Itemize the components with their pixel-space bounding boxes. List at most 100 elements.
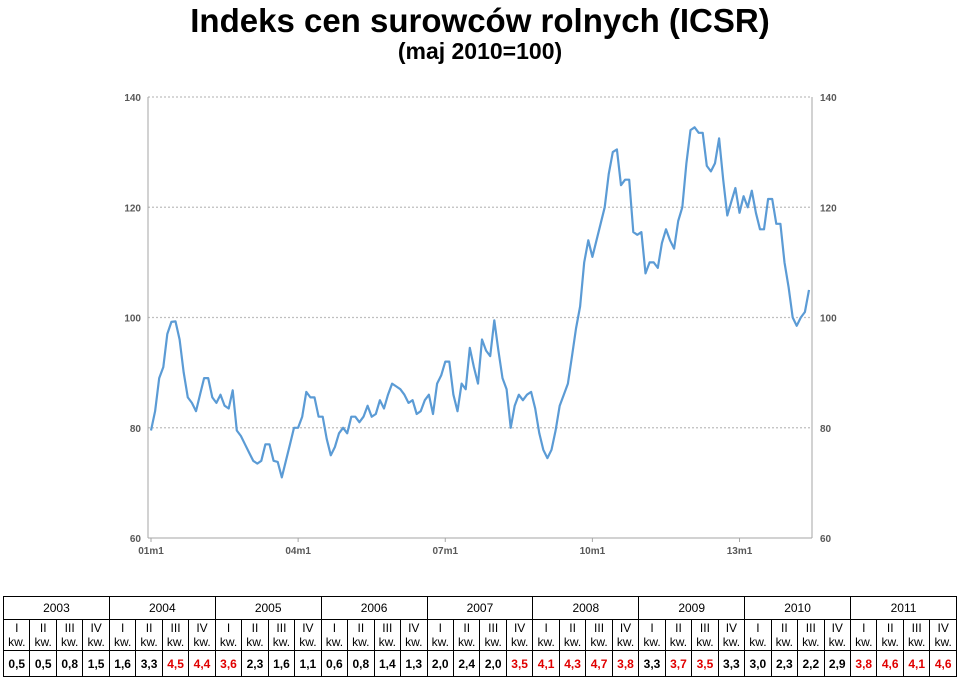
quarter-cell: III kw. [267,619,296,651]
value-cell: 0,8 [55,650,84,677]
value-cell: 3,5 [505,650,534,677]
year-cell: 2004 [108,596,216,620]
value-cell: 2,9 [823,650,852,677]
value-cell: 3,7 [664,650,693,677]
y-tick-label-left: 140 [124,93,141,104]
value-cell: 3,3 [717,650,746,677]
quarter-cell: IV kw. [188,619,216,651]
chart-title: Indeks cen surowców rolnych (ICSR) [190,2,770,39]
value-cell: 2,0 [479,650,507,677]
y-tick-label-right: 60 [820,534,832,545]
year-cell: 2006 [320,596,428,620]
value-cell: 1,4 [373,650,402,677]
value-cell: 0,6 [320,650,349,677]
quarter-cell: II kw. [452,619,481,651]
value-cell: 1,3 [400,650,428,677]
year-cell: 2011 [850,596,957,620]
quarter-cell: III kw. [585,619,613,651]
value-cell: 4,1 [902,650,931,677]
quarter-cell: IV kw. [823,619,852,651]
quarter-cell: III kw. [902,619,931,651]
year-cell: 2007 [426,596,534,620]
value-cell: 4,6 [876,650,904,677]
quarter-cell: IV kw. [82,619,110,651]
quarter-cell: IV kw. [294,619,322,651]
quarter-cell: II kw. [29,619,57,651]
value-cell: 3,0 [744,650,772,677]
year-cell: 2010 [744,596,851,620]
value-cell: 4,5 [161,650,190,677]
x-tick-label: 10m1 [580,546,606,557]
quarter-cell: IV kw. [717,619,746,651]
value-cell: 2,3 [241,650,269,677]
value-cell: 1,1 [294,650,322,677]
value-cell: 4,6 [929,650,957,677]
value-cell: 1,6 [108,650,137,677]
value-cell: 0,8 [347,650,375,677]
value-cell: 1,5 [82,650,110,677]
value-cell: 2,2 [797,650,825,677]
quarter-cell: IV kw. [505,619,534,651]
value-cell: 3,5 [691,650,719,677]
x-tick-label: 01m1 [138,546,164,557]
series-line [149,126,811,479]
quarter-cell: II kw. [558,619,587,651]
value-cell: 3,8 [611,650,640,677]
y-tick-label-left: 60 [130,534,142,545]
value-cell: 3,3 [135,650,163,677]
value-cell: 4,7 [585,650,613,677]
year-cell: 2009 [638,596,746,620]
quarter-cell: II kw. [135,619,163,651]
value-cell: 1,6 [267,650,296,677]
quarter-cell: II kw. [347,619,375,651]
x-tick-label: 04m1 [285,546,311,557]
value-cell: 4,3 [558,650,587,677]
value-cell: 2,0 [426,650,454,677]
x-tick-label: 13m1 [727,546,753,557]
quarter-cell: IV kw. [929,619,957,651]
y-tick-label-right: 140 [820,93,837,104]
quarter-cell: II kw. [770,619,799,651]
year-cell: 2003 [3,596,110,620]
value-cell: 0,5 [2,650,31,677]
quarter-cell: II kw. [664,619,693,651]
line-chart: 60 80 100 120 140 60 80 100 120 140 01m1 04m1 07m1… [124,93,837,557]
quarter-cell: IV kw. [400,619,428,651]
value-cell: 3,6 [214,650,243,677]
quarter-cell: IV kw. [611,619,640,651]
value-cell: 4,4 [188,650,216,677]
y-tick-label-left: 120 [124,203,141,214]
quarter-cell: III kw. [691,619,719,651]
quarter-cell: III kw. [55,619,84,651]
year-cell: 2008 [532,596,640,620]
quarter-cell: III kw. [797,619,825,651]
value-cell: 3,3 [638,650,666,677]
y-tick-label-left: 100 [124,314,141,325]
quarter-cell: III kw. [161,619,190,651]
value-cell: 3,8 [849,650,878,677]
value-cell: 0,5 [29,650,57,677]
quarter-cell: II kw. [876,619,904,651]
values-row: 0,5 0,5 0,8 1,5 1,6 3,3 4,5 4,4 3,6 2,3 1,6 1,1 0,6 0… [2,650,957,677]
y-tick-label-right: 120 [820,203,837,214]
y-tick-label-right: 80 [820,424,832,435]
value-cell: 4,1 [532,650,560,677]
year-cell: 2005 [214,596,322,620]
quarter-cell: III kw. [373,619,402,651]
quarter-cell: III kw. [479,619,507,651]
value-cell: 2,4 [452,650,481,677]
quarter-cell: II kw. [241,619,269,651]
years-row: 2003 2004 2005 2006 2007 2008 2009 2010 2011 [3,596,957,620]
value-cell: 2,3 [770,650,799,677]
